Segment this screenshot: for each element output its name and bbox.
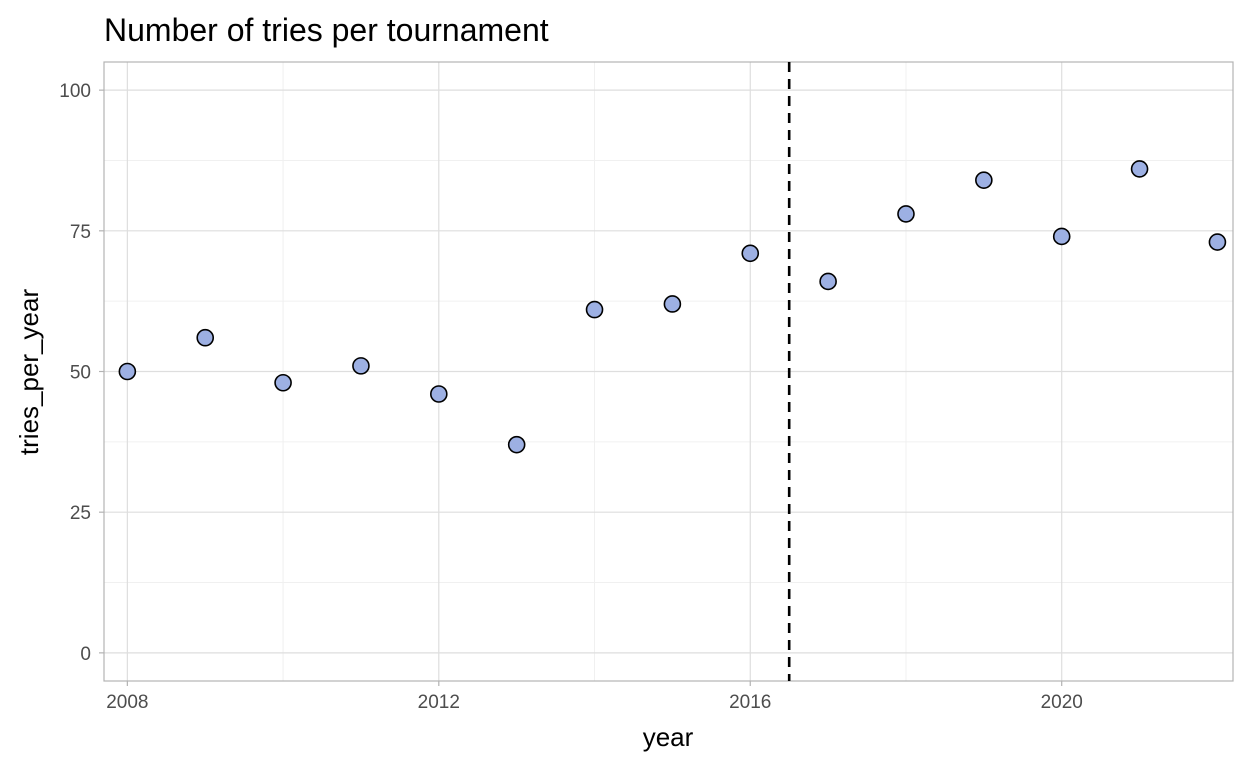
data-point bbox=[897, 205, 915, 223]
major-gridlines bbox=[104, 62, 1233, 681]
y-tick-label: 25 bbox=[70, 503, 91, 524]
x-tick-label: 2012 bbox=[418, 692, 460, 713]
x-tick-label: 2016 bbox=[729, 692, 771, 713]
data-point bbox=[975, 171, 993, 189]
y-axis-ticks: 0 25 50 75 100 bbox=[59, 81, 104, 665]
y-axis-title: tries_per_year bbox=[14, 289, 44, 456]
y-tick-label: 50 bbox=[70, 363, 91, 384]
data-point bbox=[196, 328, 215, 347]
y-tick-label: 100 bbox=[59, 81, 91, 102]
x-tick-label: 2020 bbox=[1041, 692, 1083, 713]
data-point bbox=[274, 373, 292, 392]
data-point bbox=[118, 362, 137, 381]
chart-title: Number of tries per tournament bbox=[104, 12, 549, 48]
x-axis-ticks: 2008 2012 2016 2020 bbox=[106, 681, 1083, 713]
data-point bbox=[1052, 227, 1071, 246]
data-point bbox=[1208, 233, 1227, 251]
y-tick-label: 0 bbox=[80, 644, 91, 665]
data-point bbox=[352, 357, 370, 375]
data-point bbox=[430, 385, 448, 403]
data-point bbox=[1130, 160, 1149, 178]
data-point bbox=[507, 435, 526, 454]
data-point bbox=[741, 244, 760, 263]
x-tick-label: 2008 bbox=[106, 692, 148, 713]
data-points bbox=[118, 160, 1227, 454]
data-point bbox=[585, 300, 604, 319]
y-tick-label: 75 bbox=[70, 222, 91, 243]
x-axis-title: year bbox=[643, 722, 694, 752]
data-point bbox=[663, 295, 682, 313]
data-point bbox=[819, 272, 837, 291]
